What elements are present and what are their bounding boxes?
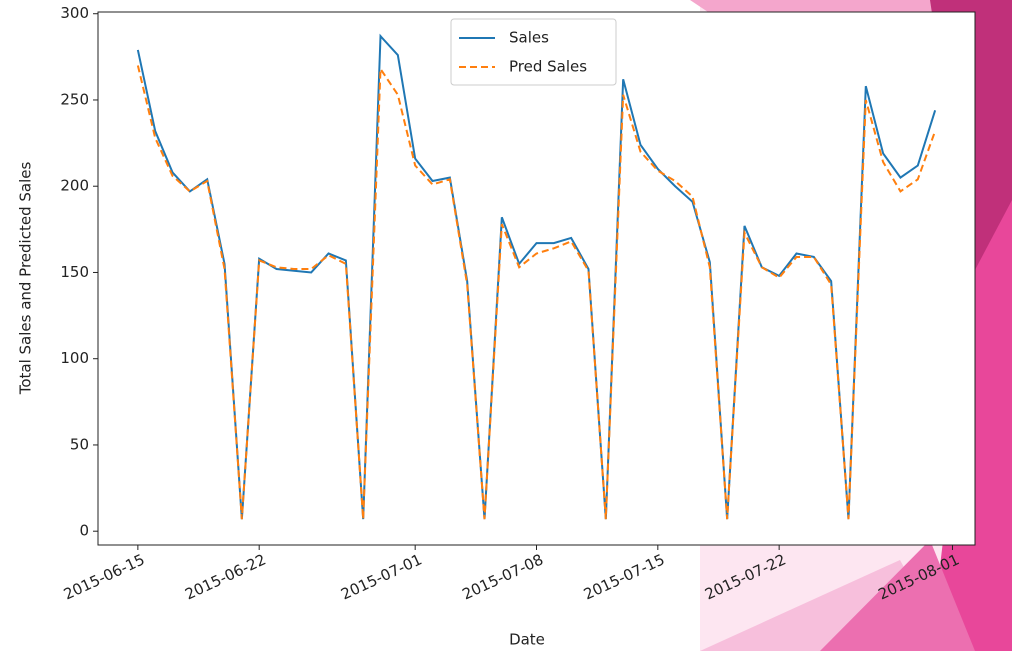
y-tick-label: 200 [60, 177, 89, 195]
y-axis-label: Total Sales and Predicted Sales [17, 162, 35, 396]
legend-label: Sales [509, 29, 549, 47]
series-line [136, 65, 937, 520]
legend: Sales Pred Sales [450, 18, 617, 86]
y-tick-label: 300 [60, 4, 89, 22]
plot-area [97, 11, 976, 546]
legend-box [450, 18, 617, 86]
y-tick-label: 0 [79, 522, 89, 540]
y-tick-label: 150 [60, 263, 89, 281]
y-tick-label: 100 [60, 349, 89, 367]
y-tick-label: 50 [70, 435, 89, 453]
x-axis-label: Date [509, 631, 545, 649]
y-tick-label: 250 [60, 90, 89, 108]
legend-label: Pred Sales [509, 58, 587, 76]
